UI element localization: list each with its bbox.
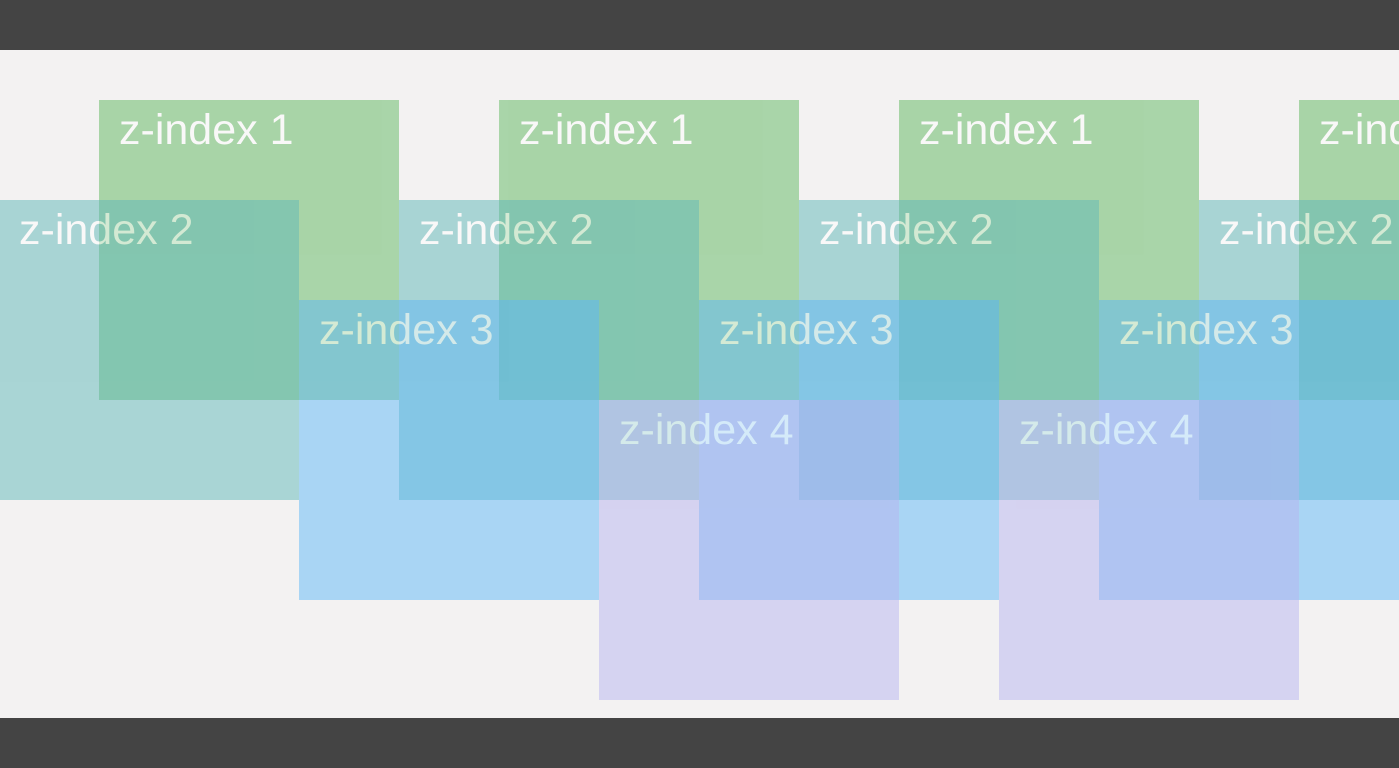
box-label: z-index 3 [319,306,494,354]
box-label: z-index 4 [619,406,794,454]
z-index-demo-stage: z-index 1 z-index 1 z-index 1 z-index 1 … [0,50,1399,718]
box-label: z-index 2 [819,206,994,254]
box-label: z-index 3 [719,306,894,354]
box-label: z-index 1 [519,106,694,154]
box-label: z-index 1 [919,106,1094,154]
box-label: z-index 3 [1119,306,1294,354]
box-label: z-index 1 [119,106,294,154]
box-label: z-index 1 [1319,106,1399,154]
box-label: z-index 2 [419,206,594,254]
box-z-index-3: z-index 3 [299,300,599,600]
box-label: z-index 4 [1019,406,1194,454]
top-chrome-bar [0,0,1399,50]
box-label: z-index 2 [19,206,194,254]
box-label: z-index 2 [1219,206,1394,254]
box-z-index-4: z-index 4 [599,400,899,700]
bottom-chrome-bar [0,718,1399,768]
box-z-index-2: z-index 2 [0,200,299,500]
box-z-index-4: z-index 4 [999,400,1299,700]
